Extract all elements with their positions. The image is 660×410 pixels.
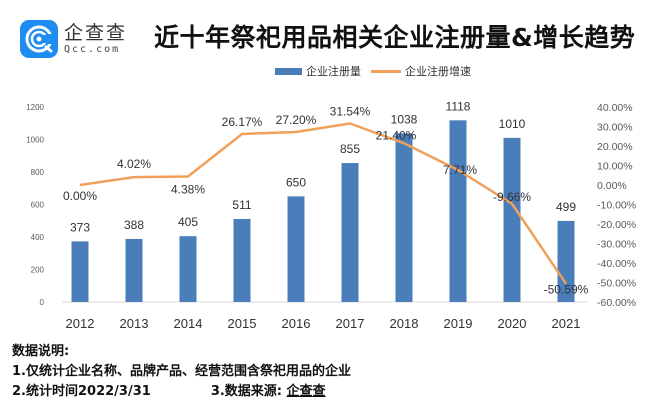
chart-legend: 企业注册量 企业注册增速	[275, 63, 471, 79]
bar-2020	[503, 137, 521, 302]
bar-value-label: 1118	[446, 99, 471, 113]
growth-value-label: 27.20%	[276, 113, 317, 127]
qcc-logo: 企查查 Qcc.com	[20, 20, 127, 58]
logo-cn-text: 企查查	[64, 22, 128, 44]
bar-value-label: 373	[70, 220, 90, 234]
bar-value-label: 1010	[499, 117, 526, 131]
bar-2019	[449, 120, 467, 302]
y-right-tick-label: -40.00%	[597, 258, 636, 270]
y-right-tick-label: 20.00%	[597, 141, 633, 153]
bar-value-label: 499	[556, 200, 576, 214]
growth-value-label: 0.00%	[63, 189, 97, 203]
y-right-tick-label: 0.00%	[597, 180, 627, 192]
y-right-tick-label: 40.00%	[597, 102, 633, 114]
notes-heading: 数据说明:	[12, 344, 70, 359]
x-tick-label: 2015	[228, 316, 257, 331]
y-left-tick-label: 1200	[26, 103, 44, 112]
growth-line	[79, 122, 568, 285]
bar-value-label: 511	[232, 198, 251, 212]
bar-2013	[125, 238, 143, 302]
growth-value-label: 4.02%	[117, 157, 151, 171]
x-tick-label: 2019	[444, 316, 473, 331]
y-left-tick-label: 1000	[26, 136, 44, 145]
legend-bar-swatch	[275, 67, 302, 75]
x-tick-label: 2020	[498, 316, 527, 331]
growth-value-label: -50.59%	[544, 283, 589, 297]
bar-2021	[557, 220, 575, 302]
y-right-tick-label: -50.00%	[597, 278, 636, 290]
y-right-tick-label: 30.00%	[597, 122, 633, 134]
bar-2012	[71, 241, 89, 302]
notes-line-3: 3.数据来源: 企查查	[211, 382, 326, 402]
legend-line-label: 企业注册增速	[405, 65, 471, 78]
qcc-logo-icon	[20, 20, 58, 58]
legend-bar-label: 企业注册量	[306, 65, 361, 78]
x-tick-label: 2017	[336, 316, 365, 331]
bar-value-label: 405	[178, 215, 198, 229]
x-tick-label: 2013	[120, 316, 149, 331]
bar-2016	[287, 196, 305, 302]
y-right-tick-label: -10.00%	[597, 200, 636, 212]
y-left-tick-label: 400	[31, 233, 45, 242]
bar-value-label: 388	[124, 218, 144, 232]
y-left-tick-label: 600	[31, 201, 45, 210]
y-right-tick-label: -60.00%	[597, 297, 636, 309]
y-left-tick-label: 800	[31, 168, 45, 177]
growth-value-label: -9.66%	[493, 190, 531, 204]
chart-title: 近十年祭祀用品相关企业注册量&增长趋势	[154, 23, 636, 52]
growth-value-label: 4.38%	[171, 182, 205, 196]
bar-2014	[179, 236, 197, 302]
bar-value-label: 650	[286, 175, 306, 189]
growth-value-label: 26.17%	[222, 115, 263, 129]
x-tick-label: 2018	[390, 316, 419, 331]
growth-value-label: 31.54%	[330, 104, 371, 118]
growth-value-label: 21.40%	[376, 128, 417, 142]
notes-source-link[interactable]: 企查查	[286, 384, 326, 399]
y-left-tick-label: 0	[40, 298, 45, 307]
bar-value-label: 855	[340, 142, 360, 156]
x-tick-label: 2016	[282, 316, 311, 331]
y-right-tick-label: -30.00%	[597, 239, 636, 251]
notes-source-prefix: 3.数据来源:	[210, 384, 282, 399]
x-tick-label: 2021	[552, 316, 581, 331]
bar-value-label: 1038	[391, 112, 418, 126]
y-left-tick-label: 200	[31, 266, 45, 275]
y-right-tick-label: -20.00%	[597, 219, 636, 231]
x-tick-label: 2012	[66, 316, 95, 331]
data-notes: 数据说明: 1.仅统计企业名称、品牌产品、经营范围含祭祀用品的企业 2.统计时间…	[12, 342, 351, 402]
bar-2015	[233, 218, 251, 302]
legend-line-swatch	[371, 69, 401, 73]
notes-line-2: 2.统计时间2022/3/31	[12, 384, 151, 399]
y-right-tick-label: 10.00%	[597, 161, 633, 173]
logo-en-text: Qcc.com	[64, 44, 121, 55]
bar-2018	[395, 133, 413, 302]
growth-value-label: 7.71%	[443, 163, 477, 177]
x-tick-label: 2014	[174, 316, 203, 331]
notes-line-1: 1.仅统计企业名称、品牌产品、经营范围含祭祀用品的企业	[12, 364, 351, 379]
bar-2017	[341, 163, 359, 302]
